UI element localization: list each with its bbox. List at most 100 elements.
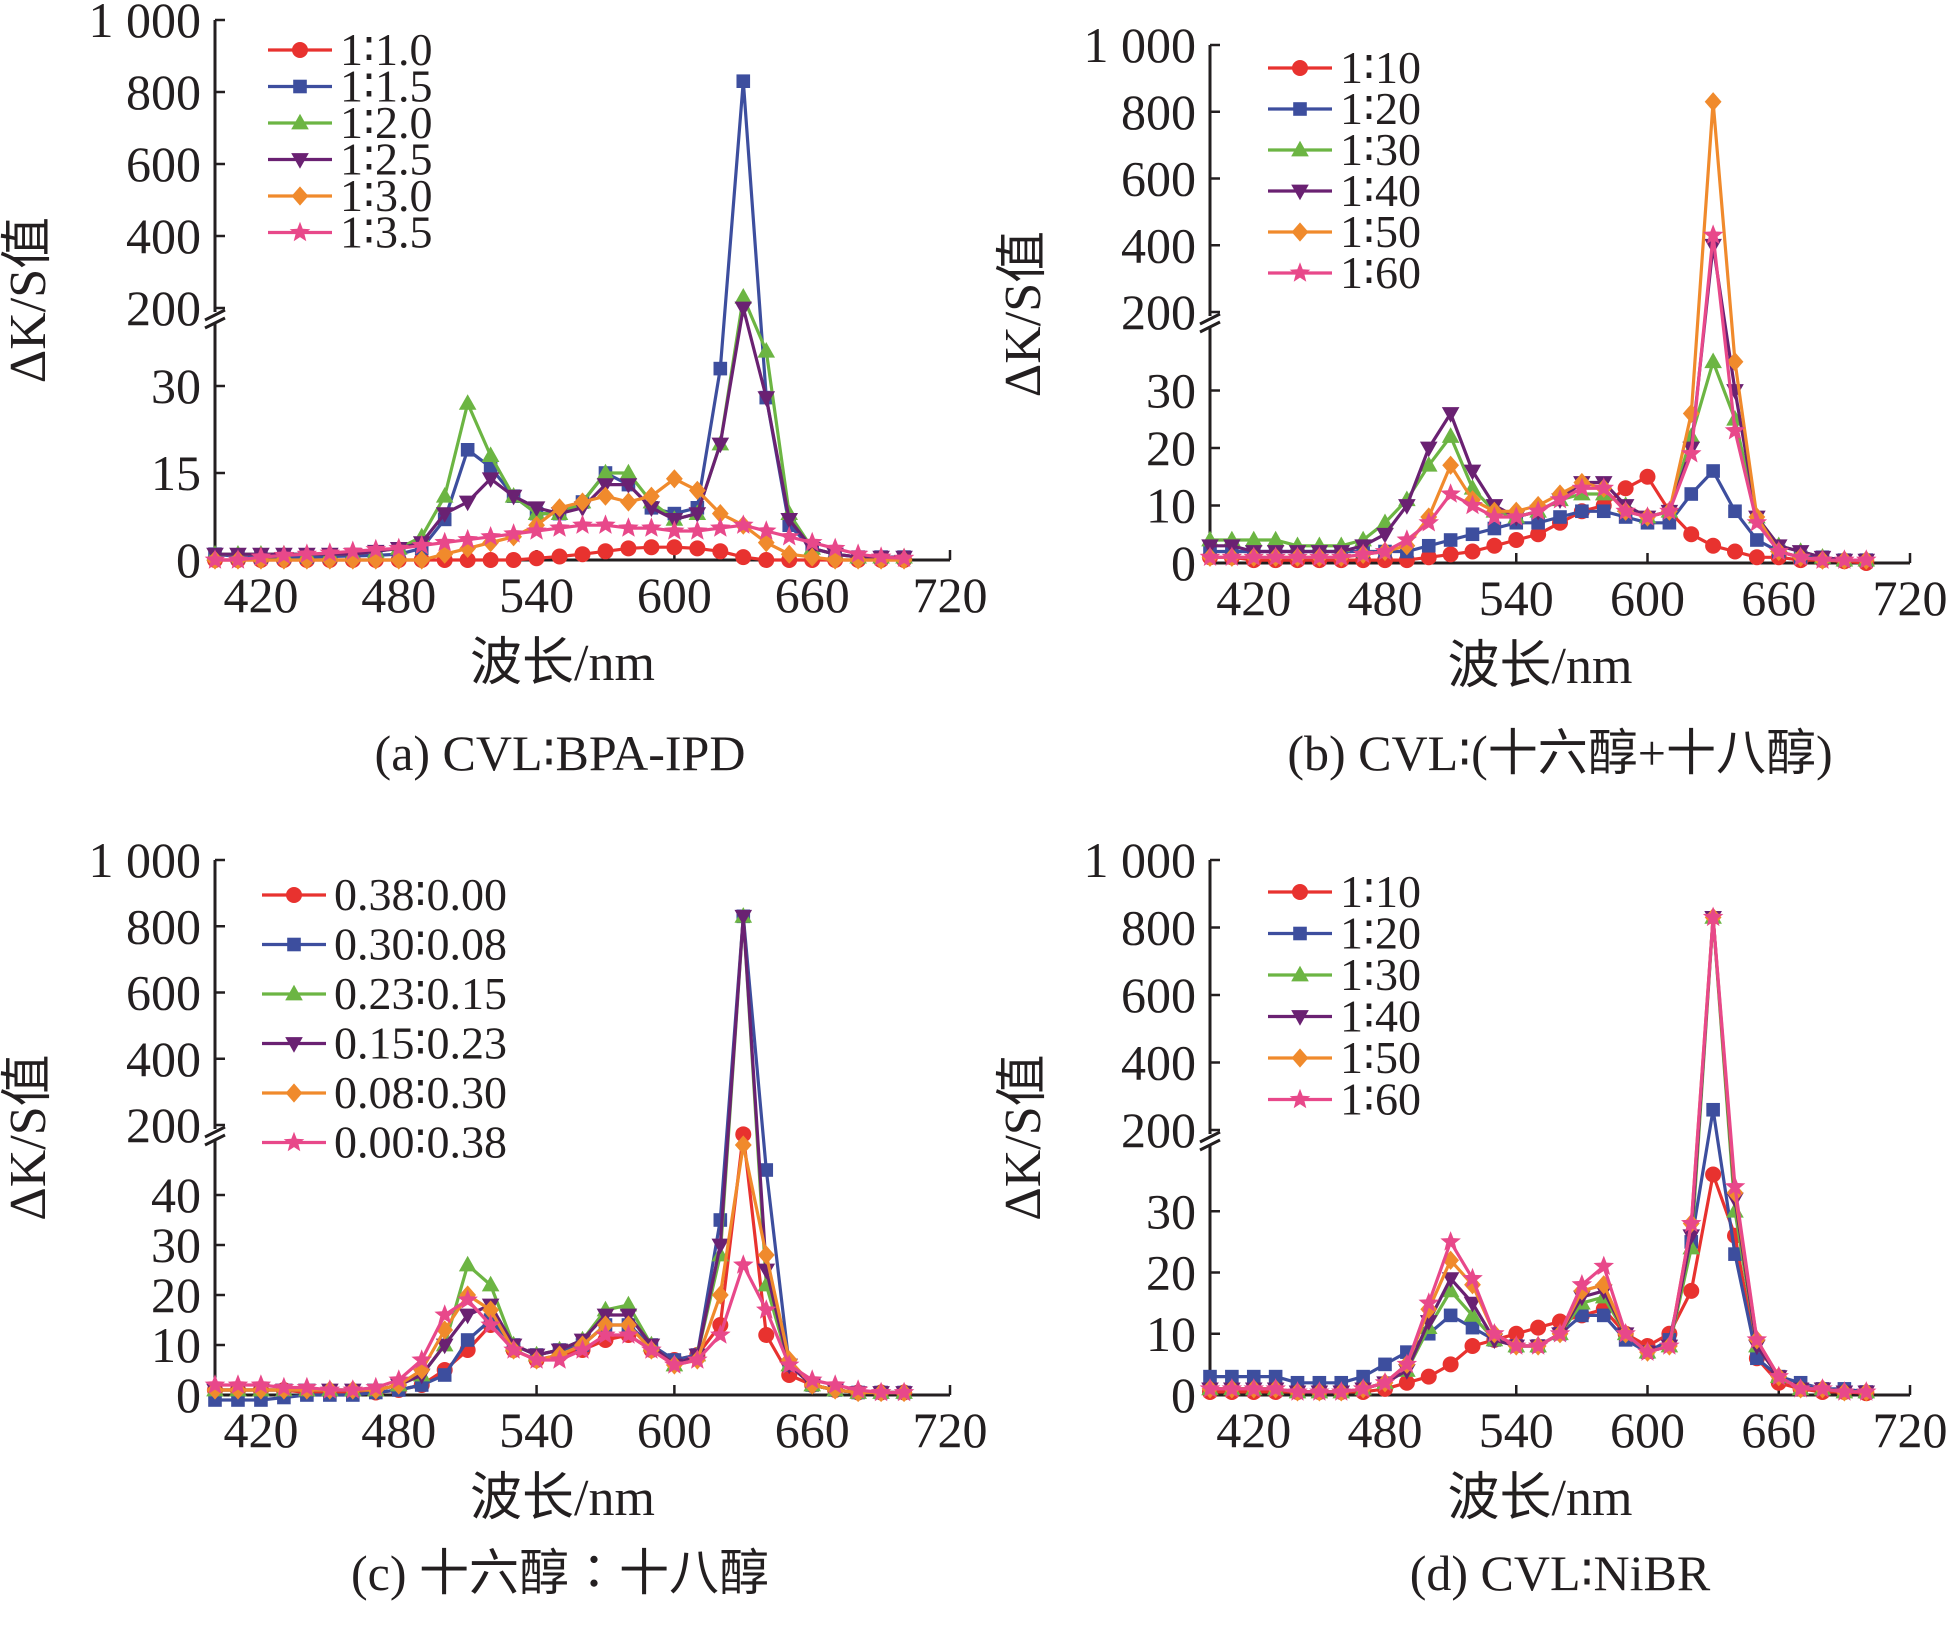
- data-point: [757, 533, 775, 553]
- y-tick-label: 600: [126, 965, 201, 1021]
- data-point: [1440, 1231, 1461, 1251]
- data-point: [1418, 1292, 1439, 1312]
- series-line: [214, 79, 905, 559]
- data-point: [620, 492, 637, 512]
- data-point: [1790, 1378, 1811, 1398]
- data-point: [1706, 1102, 1720, 1117]
- data-point: [319, 1379, 341, 1399]
- data-point: [1750, 533, 1764, 547]
- data-point: [1683, 526, 1700, 543]
- y-tick-label: 30: [1146, 363, 1196, 419]
- legend-swatch-marker: [283, 1131, 305, 1152]
- data-point: [435, 507, 454, 523]
- data-point: [549, 517, 570, 537]
- data-point: [688, 480, 706, 500]
- data-point: [528, 550, 545, 567]
- x-tick-label: 480: [1348, 1402, 1423, 1458]
- data-point: [296, 543, 318, 563]
- x-tick-label: 660: [775, 1402, 850, 1458]
- data-point: [1527, 1335, 1549, 1355]
- x-tick-label: 660: [1741, 1402, 1816, 1458]
- panel-caption: (d) CVL∶NiBR: [1410, 1545, 1711, 1601]
- data-point: [574, 546, 591, 563]
- data-point: [1265, 1378, 1286, 1398]
- data-point: [665, 469, 683, 489]
- data-point: [619, 478, 638, 494]
- data-point: [1639, 468, 1656, 485]
- series-2: [208, 909, 911, 1407]
- y-tick-label: 800: [1121, 84, 1196, 140]
- data-point: [1682, 1229, 1701, 1245]
- data-point: [1704, 92, 1722, 112]
- data-point: [778, 1354, 800, 1374]
- y-tick-label: 400: [1121, 1035, 1196, 1091]
- legend-swatch-marker: [1291, 140, 1309, 157]
- series-6: [204, 514, 915, 569]
- legend-swatch-marker: [285, 1083, 303, 1103]
- y-axis-title: ΔK/S值: [995, 231, 1052, 397]
- y-tick-label: 0: [1171, 1367, 1196, 1423]
- data-point: [1681, 442, 1702, 463]
- legend: 1∶101∶201∶301∶401∶501∶60: [1268, 42, 1421, 298]
- data-point: [273, 544, 295, 565]
- data-point: [457, 1289, 478, 1309]
- data-point: [481, 446, 500, 462]
- y-tick-label: 1 000: [1084, 832, 1197, 888]
- legend: 1∶101∶201∶301∶401∶501∶60: [1268, 866, 1421, 1125]
- x-tick-label: 720: [913, 1402, 988, 1458]
- data-point: [1244, 530, 1263, 547]
- legend-swatch-marker: [1291, 1010, 1309, 1026]
- data-point: [664, 1354, 685, 1374]
- data-point: [1506, 506, 1527, 526]
- data-point: [1484, 506, 1505, 526]
- legend-swatch-marker: [289, 221, 311, 242]
- x-tick-label: 480: [361, 567, 436, 623]
- data-point: [227, 549, 249, 569]
- x-tick-label: 420: [1216, 1402, 1291, 1458]
- legend-swatch-marker: [1291, 1048, 1309, 1068]
- legend: 0.38∶0.000.30∶0.080.23∶0.150.15∶0.230.08…: [262, 869, 507, 1168]
- data-point: [734, 909, 753, 926]
- x-tick-label: 420: [223, 567, 298, 623]
- data-point: [1571, 477, 1593, 497]
- legend-label: 1∶1.0: [340, 24, 432, 75]
- data-point: [342, 1379, 364, 1399]
- data-point: [1441, 407, 1460, 423]
- data-point: [1593, 1255, 1614, 1276]
- legend-swatch-marker: [1291, 184, 1309, 201]
- data-point: [641, 1339, 662, 1359]
- data-point: [1856, 1381, 1877, 1401]
- data-point: [1553, 510, 1567, 524]
- data-point: [1199, 546, 1221, 566]
- data-point: [367, 550, 385, 570]
- legend-label: 0.00∶0.38: [334, 1117, 507, 1168]
- data-point: [1508, 532, 1525, 548]
- legend-swatch-marker: [1293, 926, 1307, 941]
- data-point: [595, 1324, 616, 1344]
- y-tick-label: 1 000: [89, 832, 202, 888]
- data-point: [1464, 1338, 1481, 1354]
- data-point: [1662, 515, 1677, 530]
- panel-a: 420 480 540 600 660 720 0 15 30 200 400 600 800 1 000…: [0, 0, 988, 781]
- x-axis-title: 波长/nm: [1448, 638, 1633, 695]
- legend-swatch-marker: [293, 79, 307, 94]
- data-point: [1684, 487, 1699, 501]
- data-point: [1486, 537, 1503, 554]
- data-point: [254, 1393, 268, 1407]
- y-tick-label: 200: [1121, 1102, 1196, 1158]
- data-point: [1746, 1329, 1768, 1349]
- y-tick-label: 200: [126, 280, 201, 336]
- data-point: [434, 531, 455, 552]
- data-point: [1464, 543, 1481, 560]
- legend-swatch-marker: [1292, 60, 1308, 76]
- data-point: [435, 487, 454, 503]
- data-point: [503, 1339, 524, 1359]
- data-point: [482, 533, 500, 553]
- data-point: [250, 1374, 272, 1394]
- data-point: [1549, 1323, 1571, 1343]
- data-point: [229, 1380, 247, 1400]
- legend-label: 0.23∶0.15: [334, 968, 507, 1019]
- data-point: [1463, 1296, 1482, 1313]
- data-point: [436, 544, 454, 564]
